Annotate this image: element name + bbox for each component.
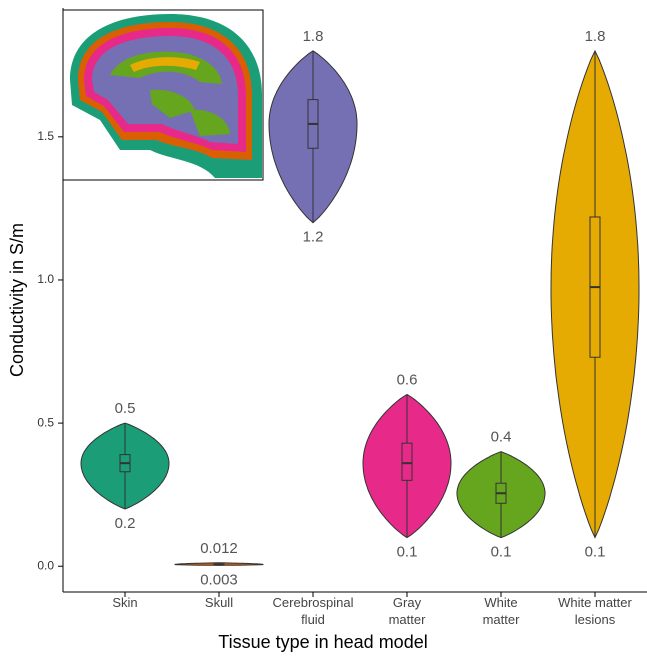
- min-label: 0.1: [585, 544, 606, 561]
- min-label: 0.2: [115, 515, 136, 532]
- max-label: 1.8: [303, 28, 324, 45]
- y-axis-title: Conductivity in S/m: [7, 223, 27, 377]
- max-label: 0.5: [115, 400, 136, 417]
- max-label: 1.8: [585, 28, 606, 45]
- max-label: 0.6: [397, 371, 418, 388]
- x-axis-title: Tissue type in head model: [218, 632, 427, 652]
- y-tick-label: 1.0: [37, 272, 54, 286]
- x-tick-label: Skull: [205, 595, 233, 610]
- min-label: 0.003: [200, 571, 238, 588]
- y-tick-label: 0.0: [37, 558, 54, 572]
- y-tick-label: 0.5: [37, 415, 54, 429]
- min-label: 0.1: [397, 544, 418, 561]
- x-tick-label: Skin: [112, 595, 137, 610]
- inset-image: [63, 10, 263, 180]
- chart: Tissue type in head model Conductivity i…: [0, 0, 647, 654]
- max-label: 0.4: [491, 429, 512, 446]
- page: Tissue type in head model Conductivity i…: [0, 0, 647, 659]
- y-tick-label: 1.5: [37, 129, 54, 143]
- max-label: 0.012: [200, 540, 238, 557]
- box: [402, 443, 412, 480]
- min-label: 1.2: [303, 229, 324, 246]
- min-label: 0.1: [491, 544, 512, 561]
